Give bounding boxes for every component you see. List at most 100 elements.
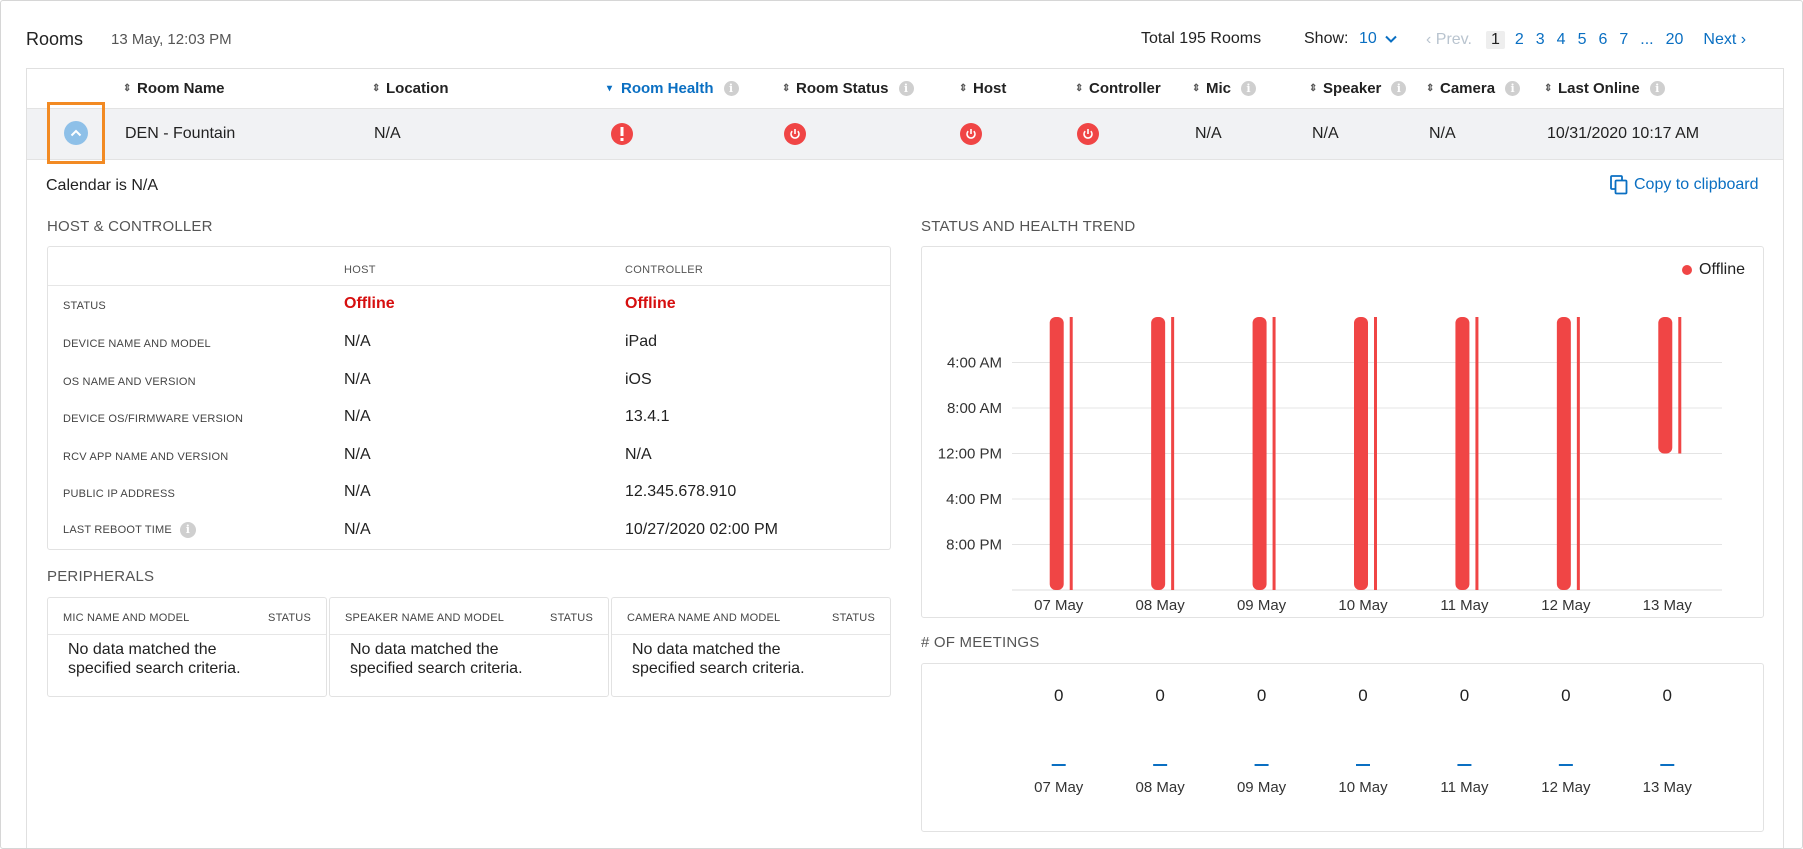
meeting-bar — [1153, 764, 1168, 766]
page-link-2[interactable]: 2 — [1514, 31, 1524, 48]
x-tick-label: 10 May — [1338, 779, 1388, 796]
column-label: Last Online — [1558, 80, 1640, 97]
page-link-1[interactable]: 1 — [1485, 31, 1505, 49]
offline-bar — [1151, 317, 1166, 590]
page-size-dropdown[interactable]: 10 — [1359, 30, 1397, 48]
meeting-count-label: 0 — [1155, 686, 1164, 705]
status-header: STATUS — [550, 612, 593, 624]
y-tick-label: 8:00 AM — [947, 400, 1002, 417]
offline-bar-thin — [1678, 317, 1682, 454]
mic-peripheral-card: MIC NAME AND MODEL STATUS No data matche… — [47, 597, 327, 697]
speaker-name-header: SPEAKER NAME AND MODEL — [345, 612, 505, 624]
sort-icon: ⇕ — [1075, 82, 1084, 94]
meeting-bar — [1356, 764, 1370, 766]
y-tick-label: 4:00 PM — [946, 491, 1002, 508]
x-tick-label: 11 May — [1440, 779, 1489, 796]
column-header-mic[interactable]: ⇕ Mic i — [1192, 80, 1257, 97]
info-icon[interactable]: i — [898, 81, 914, 96]
cell-last-online: 10/31/2020 10:17 AM — [1547, 125, 1700, 142]
total-rooms-count: Total 195 Rooms — [1141, 30, 1262, 47]
sort-icon: ⇕ — [782, 82, 791, 94]
info-icon[interactable]: i — [179, 522, 196, 538]
cell-room-name[interactable]: DEN - Fountain — [125, 125, 236, 142]
legend-label: Offline — [1699, 261, 1745, 278]
offline-bar-thin — [1576, 317, 1580, 590]
x-tick-label: 08 May — [1136, 779, 1186, 796]
meeting-count-label: 0 — [1358, 686, 1367, 705]
page-size-value: 10 — [1359, 30, 1377, 47]
card-header: MIC NAME AND MODEL STATUS — [48, 598, 326, 635]
page-ellipsis: ... — [1640, 31, 1654, 48]
page-link-7[interactable]: 7 — [1619, 31, 1629, 48]
column-header-speaker[interactable]: ⇕ Speaker i — [1309, 80, 1407, 97]
row-label: STATUS — [63, 300, 106, 312]
speaker-peripheral-card: SPEAKER NAME AND MODEL STATUS No data ma… — [329, 597, 609, 697]
info-icon[interactable]: i — [1391, 81, 1407, 96]
prev-page-button[interactable]: ‹ Prev. — [1426, 31, 1472, 49]
controller-status-value: Offline — [625, 295, 676, 312]
column-header-room-name[interactable]: ⇕ Room Name — [123, 80, 225, 97]
x-tick-label: 09 May — [1237, 779, 1287, 796]
meeting-count-label: 0 — [1257, 686, 1266, 705]
cell-speaker: N/A — [1312, 125, 1339, 142]
page-link-3[interactable]: 3 — [1535, 31, 1545, 48]
info-icon[interactable]: i — [1241, 81, 1257, 96]
controller-ip-value: 12.345.678.910 — [625, 483, 737, 500]
trend-chart: 4:00 AM 8:00 AM 12:00 PM 4:00 PM 8:00 PM 07 M… — [938, 317, 1722, 614]
meetings-title: # OF MEETINGS — [921, 634, 1040, 651]
x-tick-label: 09 May — [1237, 597, 1287, 614]
column-label: Controller — [1089, 80, 1161, 97]
info-icon[interactable]: i — [723, 81, 739, 96]
status-header: STATUS — [268, 612, 311, 624]
meeting-bar — [1051, 764, 1066, 766]
meeting-bar — [1457, 764, 1472, 766]
column-header-room-status[interactable]: ⇕ Room Status i — [782, 80, 914, 97]
sort-icon: ⇕ — [123, 82, 132, 94]
controller-column-header: CONTROLLER — [625, 264, 704, 276]
host-device-value: N/A — [344, 333, 371, 350]
host-app-value: N/A — [344, 446, 371, 463]
empty-message: No data matched the specified search cri… — [350, 641, 523, 677]
power-icon — [1077, 123, 1099, 145]
offline-bar — [1252, 317, 1267, 590]
y-tick-label: 12:00 PM — [938, 446, 1002, 463]
info-icon[interactable]: i — [1649, 81, 1665, 96]
offline-bar-thin — [1374, 317, 1377, 590]
column-label: Room Health — [621, 80, 714, 97]
divider — [48, 285, 890, 286]
row-label: OS NAME AND VERSION — [63, 376, 196, 388]
show-label: Show: — [1304, 30, 1349, 47]
column-header-room-health[interactable]: ▾ Room Health i — [607, 80, 739, 97]
copy-to-clipboard-button[interactable]: Copy to clipboard — [1610, 175, 1759, 195]
column-header-camera[interactable]: ⇕ Camera i — [1426, 80, 1521, 97]
host-controller-card: HOST CONTROLLER STATUS Offline Offline D… — [47, 246, 891, 550]
collapse-row-button[interactable] — [64, 121, 88, 145]
offline-bar — [1049, 317, 1064, 590]
x-tick-label: 07 May — [1034, 597, 1084, 614]
page-link-5[interactable]: 5 — [1577, 31, 1587, 48]
column-header-controller[interactable]: ⇕ Controller — [1075, 80, 1161, 97]
status-header: STATUS — [832, 612, 875, 624]
page-link-20[interactable]: 20 — [1665, 31, 1684, 48]
pagination: ‹ Prev. 1 2 3 4 5 6 7 ... 20 Next › — [1426, 29, 1746, 51]
meeting-count-label: 0 — [1663, 686, 1672, 705]
row-label: PUBLIC IP ADDRESS — [63, 488, 176, 500]
sort-icon: ⇕ — [1309, 82, 1318, 94]
page-link-4[interactable]: 4 — [1556, 31, 1566, 48]
column-header-host[interactable]: ⇕ Host — [959, 80, 1006, 97]
row-label: DEVICE NAME AND MODEL — [63, 338, 211, 350]
camera-peripheral-card: CAMERA NAME AND MODEL STATUS No data mat… — [611, 597, 891, 697]
empty-message: No data matched the specified search cri… — [632, 641, 805, 677]
controller-app-value: N/A — [625, 446, 652, 463]
next-page-button[interactable]: Next › — [1703, 31, 1746, 49]
column-header-location[interactable]: ⇕ Location — [372, 80, 449, 97]
offline-bar — [1658, 317, 1673, 454]
info-icon[interactable]: i — [1505, 81, 1521, 96]
table-row[interactable]: DEN - Fountain N/A N/A N/A N/A 10/31/202… — [27, 102, 1783, 164]
page-link-6[interactable]: 6 — [1598, 31, 1608, 48]
column-label: Mic — [1206, 80, 1232, 97]
column-header-last-online[interactable]: ⇕ Last Online i — [1544, 80, 1665, 97]
power-icon — [960, 123, 982, 145]
table-header: ⇕ Room Name ⇕ Location ▾ Room Health i ⇕… — [27, 69, 1783, 109]
card-header: CAMERA NAME AND MODEL STATUS — [612, 598, 890, 635]
